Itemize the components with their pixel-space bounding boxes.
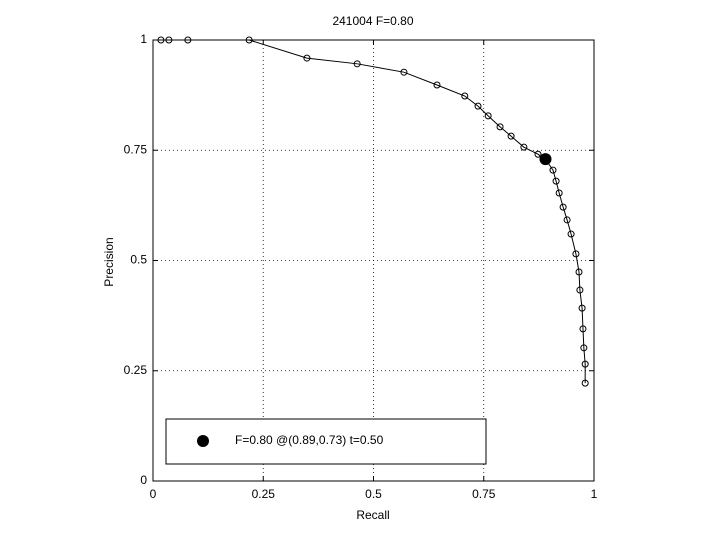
x-tick-label: 0.25 [252, 487, 276, 501]
curve-point [245, 36, 253, 44]
x-tick-label: 0 [150, 487, 157, 501]
curve-point [559, 203, 567, 211]
curve-point [552, 177, 560, 185]
legend-label: F=0.80 @(0.89,0.73) t=0.50 [235, 433, 384, 447]
curve-point [572, 250, 580, 258]
curve-point [520, 143, 528, 151]
curve-point [474, 102, 482, 110]
chart-title: 241004 F=0.80 [332, 14, 413, 28]
curve-point [575, 268, 583, 276]
curve-point [165, 36, 173, 44]
y-tick-label: 1 [140, 32, 147, 46]
x-tick-label: 0.5 [365, 487, 382, 501]
legend-box [165, 418, 487, 465]
f-point [539, 153, 552, 166]
legend-marker [197, 435, 209, 447]
curve-point [461, 92, 469, 100]
y-axis-label: Precision [102, 237, 116, 286]
y-tick-label: 0.5 [130, 253, 147, 267]
curve-point [579, 325, 587, 333]
curve-point [578, 304, 586, 312]
curve-point [581, 379, 589, 387]
curve-point [400, 68, 408, 76]
curve-point [581, 360, 589, 368]
x-tick-label: 0.75 [472, 487, 496, 501]
curve-point [496, 123, 504, 131]
curve-point [549, 166, 557, 174]
curve-point [567, 230, 575, 238]
y-tick-label: 0.25 [124, 363, 148, 377]
curve-point [433, 81, 441, 89]
y-tick-label: 0.75 [124, 142, 148, 156]
curve-point [184, 36, 192, 44]
curve-point [353, 60, 361, 68]
curve-point [534, 150, 542, 158]
curve-point [507, 132, 515, 140]
y-tick-label: 0 [140, 473, 147, 487]
curve-point [555, 189, 563, 197]
x-axis-label: Recall [356, 508, 389, 522]
x-tick-label: 1 [591, 487, 598, 501]
curve-point [563, 216, 571, 224]
curve-point [576, 286, 584, 294]
curve-point [580, 344, 588, 352]
curve-point [303, 54, 311, 62]
curve-point [157, 36, 165, 44]
axes-frame [152, 39, 595, 482]
curve-point [484, 112, 492, 120]
